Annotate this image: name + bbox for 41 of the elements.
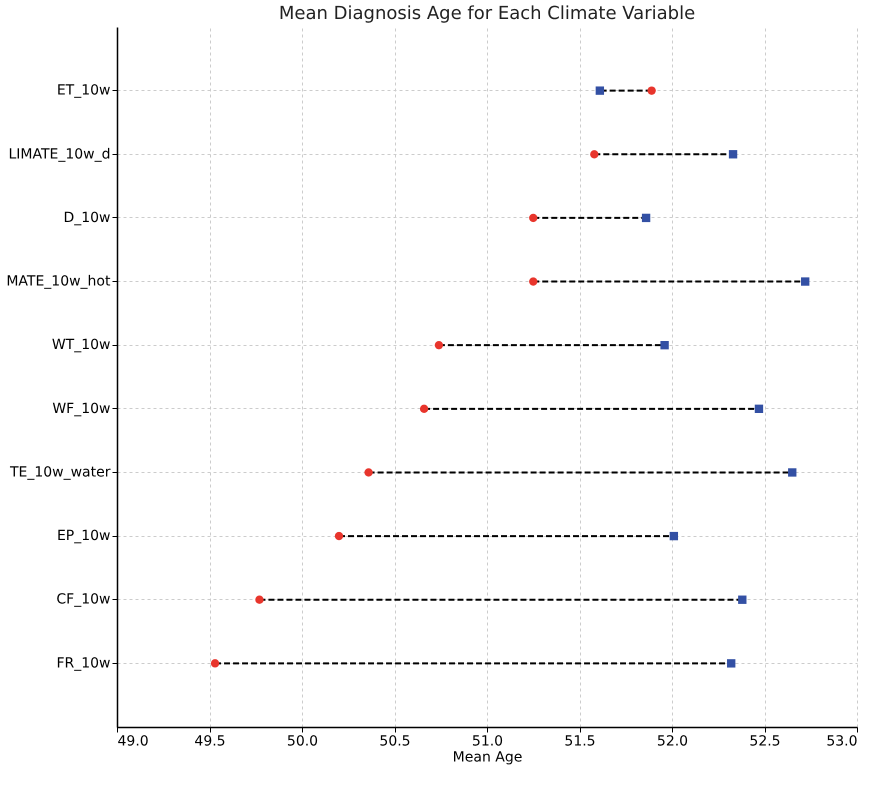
- y-tick-label: CF_10w: [56, 592, 110, 608]
- point: [788, 468, 796, 477]
- y-tick-label: FR_10w: [56, 655, 110, 672]
- y-tick-label: WF_10w: [52, 400, 110, 417]
- y-tick-label: LIMATE_10w_d: [8, 146, 110, 162]
- chart-title: Mean Diagnosis Age for Each Climate Variable: [278, 3, 696, 24]
- point: [596, 86, 604, 95]
- y-tick-label: D_10w: [63, 210, 110, 226]
- y-tick-label: MATE_10w_hot: [6, 274, 111, 290]
- point: [210, 659, 220, 668]
- point: [420, 404, 428, 413]
- point: [529, 214, 538, 222]
- x-tick-label: 49.0: [118, 734, 149, 750]
- point: [255, 596, 264, 604]
- x-axis-title: Mean Age: [452, 750, 522, 766]
- point: [647, 86, 656, 95]
- point: [364, 468, 373, 477]
- point: [529, 277, 538, 286]
- point: [590, 150, 598, 158]
- point: [754, 404, 764, 413]
- point: [660, 341, 669, 350]
- point: [434, 341, 444, 350]
- point: [670, 532, 678, 540]
- x-tick-label: 51.5: [564, 734, 596, 750]
- x-tick-label: 50.5: [379, 734, 411, 750]
- point: [738, 596, 746, 604]
- point: [642, 214, 650, 222]
- x-tick-label: 52.0: [656, 734, 688, 750]
- x-tick-label: 52.5: [749, 734, 781, 750]
- point: [801, 277, 810, 286]
- point: [334, 532, 344, 540]
- x-tick-label: 51.0: [472, 734, 504, 750]
- y-tick-label: WT_10w: [52, 337, 110, 354]
- point: [728, 150, 738, 158]
- x-tick-label: 53.0: [826, 734, 858, 750]
- y-tick-label: ET_10w: [56, 82, 110, 99]
- point: [727, 659, 736, 668]
- y-tick-label: EP_10w: [56, 528, 110, 544]
- x-tick-label: 49.5: [194, 734, 226, 750]
- x-tick-label: 50.0: [286, 734, 318, 750]
- y-tick-label: TE_10w_water: [8, 464, 111, 480]
